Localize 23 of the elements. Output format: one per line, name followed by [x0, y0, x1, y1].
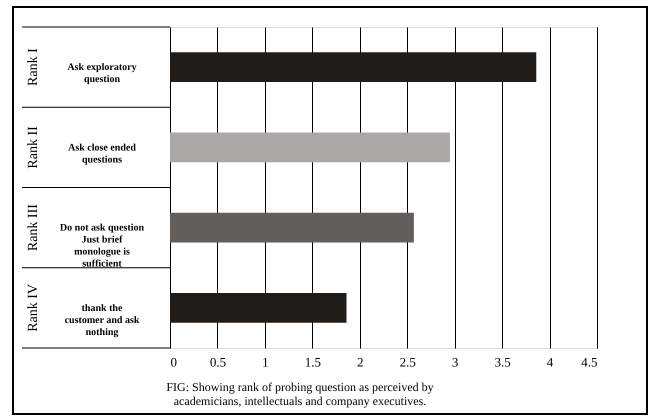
text: Rank I	[26, 48, 41, 86]
x-tick-label: 3.5	[494, 354, 511, 370]
y-tick-label: Ask close ended questions	[68, 142, 136, 166]
x-tick-label: 1.5	[304, 354, 321, 370]
text: Rank II	[26, 126, 41, 169]
x-tick-label: 3	[452, 354, 458, 370]
x-tick-label: 2	[357, 354, 364, 370]
x-tick-label: 4.5	[581, 354, 598, 370]
bar	[170, 293, 346, 323]
text: Rank IV	[26, 284, 41, 332]
text: FIG: Showing rank of probing question as perceived by academicians, intellectuals and company executives.	[166, 380, 434, 408]
y-tick-label: thank the customer and ask nothing	[64, 302, 140, 338]
bar	[170, 212, 414, 242]
x-tick-label: 2.5	[400, 354, 416, 370]
text: Rank III	[26, 204, 41, 252]
bar	[170, 132, 450, 162]
y-tick-label: Ask exploratory question	[67, 62, 137, 86]
x-tick-label: 0	[170, 354, 177, 370]
x-tick-label: 4	[546, 354, 554, 370]
x-tick-label: 0.5	[210, 354, 226, 370]
bar	[170, 52, 536, 82]
x-tick-label: 1	[262, 354, 269, 370]
y-tick-label: Do not ask question Just brief monologue is sufficient	[60, 222, 145, 270]
